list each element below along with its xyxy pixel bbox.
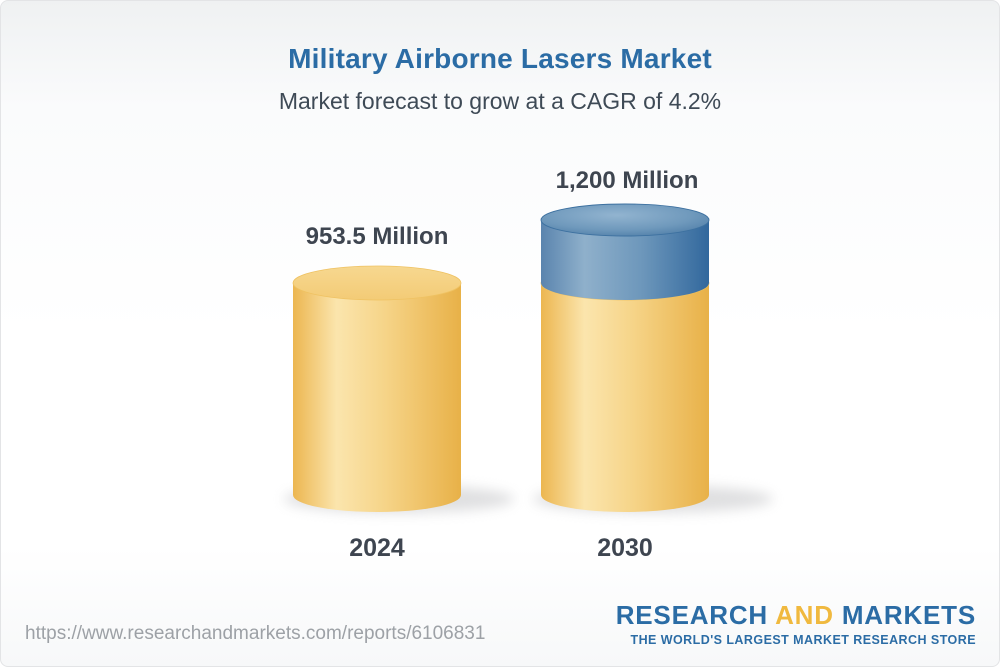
research-and-markets-logo: RESEARCH AND MARKETS THE WORLD'S LARGEST… [616, 602, 976, 647]
logo-wordmark: RESEARCH AND MARKETS [616, 602, 976, 628]
value-label-2024: 953.5 Million [305, 223, 449, 250]
bar-2030-cylinder [540, 203, 710, 512]
page-title: Military Airborne Lasers Market [288, 43, 712, 74]
category-label-2024: 2024 [349, 534, 405, 562]
page-subtitle: Market forecast to grow at a CAGR of 4.2… [278, 88, 722, 114]
logo-tagline: THE WORLD'S LARGEST MARKET RESEARCH STOR… [630, 633, 976, 647]
bar-2030-growth-segment [541, 220, 709, 300]
logo-word-and: AND [775, 600, 834, 630]
bar-2024-cylinder [292, 265, 462, 512]
bar-2030-base-segment [541, 283, 709, 512]
category-label-2030: 2030 [597, 534, 653, 562]
logo-word-markets: MARKETS [841, 600, 976, 630]
value-label-2030: 1,200 Million [555, 167, 699, 194]
report-url: https://www.researchandmarkets.com/repor… [25, 623, 486, 644]
logo-word-research: RESEARCH [615, 600, 769, 630]
